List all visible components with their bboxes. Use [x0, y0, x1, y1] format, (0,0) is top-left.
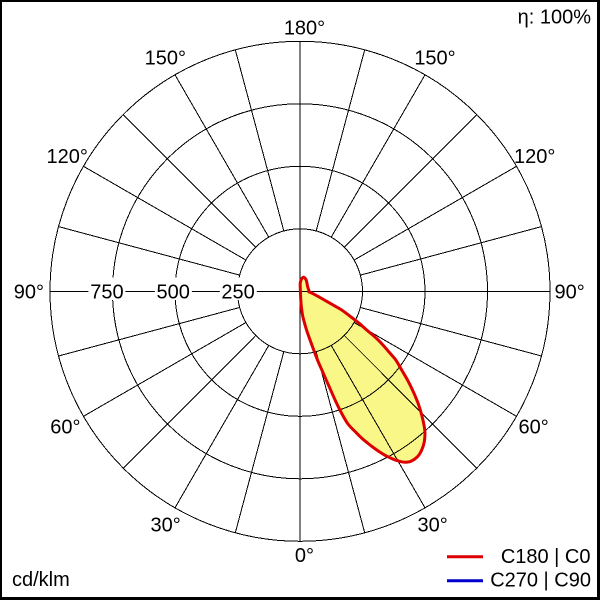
- svg-text:150°: 150°: [414, 47, 455, 69]
- svg-text:0°: 0°: [295, 545, 314, 567]
- svg-text:30°: 30°: [417, 515, 447, 537]
- svg-text:30°: 30°: [150, 515, 180, 537]
- svg-text:η: 100%: η: 100%: [518, 6, 592, 28]
- svg-text:250: 250: [221, 281, 254, 303]
- svg-text:120°: 120°: [514, 146, 555, 168]
- svg-text:500: 500: [157, 281, 190, 303]
- svg-text:cd/klm: cd/klm: [12, 569, 70, 591]
- svg-text:120°: 120°: [47, 146, 88, 168]
- svg-text:90°: 90°: [14, 281, 44, 303]
- svg-text:750: 750: [90, 281, 123, 303]
- svg-text:C270 | C90: C270 | C90: [490, 569, 591, 591]
- svg-text:60°: 60°: [518, 416, 548, 438]
- svg-text:180°: 180°: [284, 17, 325, 39]
- svg-text:60°: 60°: [50, 416, 80, 438]
- svg-text:C180 | C0: C180 | C0: [501, 546, 591, 568]
- svg-text:150°: 150°: [145, 47, 186, 69]
- svg-text:90°: 90°: [554, 281, 584, 303]
